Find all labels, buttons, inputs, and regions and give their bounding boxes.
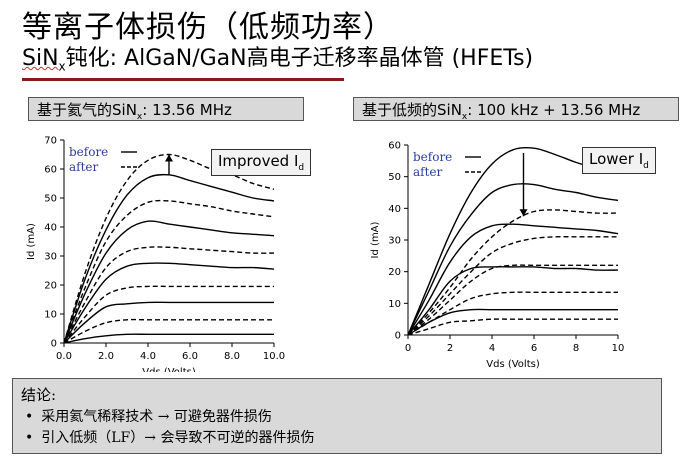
right-chart-series-after-curve-1 [407,236,618,336]
subtitle-sin: SiNx [22,46,66,74]
right-chart-x-tick-label: 2 [447,343,453,354]
left-chart-series-before-curve-2 [63,262,275,344]
left-chart-y-tick-label: 30 [44,252,57,263]
right-chart-annotation-arrowhead [519,209,528,217]
right-chart-y-axis-label: Id (mA) [370,221,381,258]
right-chart-series-before-curve-3 [407,266,619,336]
left-chart-series-before-curve-3 [63,301,274,344]
conclusion-heading: 结论: [21,386,57,404]
conclusion-bullet: 采用氦气稀释技术 → 可避免器件损伤 [39,407,653,428]
subtitle-sin-text: SiN [22,46,59,71]
right-panel-label: 基于低频的SiNx: 100 kHz + 13.56 MHz [353,97,679,122]
left-chart-x-tick-label: 4.0 [140,351,156,362]
callout-improved-id: Improved Id [211,149,312,176]
right-chart-y-tick-label: 20 [388,267,401,278]
right-chart-series-before-curve-4 [407,308,618,336]
chart-left: 0.0 2.0 4.0 6.0 8.0 10.0 0 10 20 30 40 50 60 70 Vds (V… [26,136,285,373]
right-chart-series-before-curve-2 [407,223,619,336]
conclusion-bullet: 引入低频（LF）→ 会导致不可逆的器件损伤 [39,428,653,449]
right-chart-x-tick-label: 6 [531,343,537,354]
left-chart-y-tick-label: 0 [51,339,57,350]
left-chart-x-tick-label: 2.0 [98,351,114,362]
left-chart-series-before-curve-1 [63,220,275,344]
left-chart-series-before-curve-0 [63,173,275,344]
left-chart-x-axis-label: Vds (Volts) [142,367,196,372]
callout-lower-id: Lower Id [582,147,656,174]
callout-right-text: Lower I [589,150,644,168]
left-chart-x-tick-label: 6.0 [182,351,198,362]
right-chart-x-tick-label: 0 [405,343,411,354]
left-chart-y-tick-label: 10 [44,310,57,321]
slide-title: 等离子体损伤（低频功率） [22,10,394,45]
right-chart-series-after-curve-3 [407,291,618,336]
conclusion-box: 结论: 采用氦气稀释技术 → 可避免器件损伤 引入低频（LF）→ 会导致不可逆的… [12,378,662,454]
subtitle-rest: 钝化: AlGaN/GaN高电子迁移率晶体管 (HFETs) [65,46,534,71]
right-chart-series-after-curve-2 [407,264,618,336]
right-chart-y-tick-label: 40 [388,204,401,215]
right-chart-legend-after-label: after [413,165,443,179]
left-chart-x-tick-label: 0.0 [56,351,72,362]
right-chart-legend-before-label: before [413,150,452,164]
left-chart-legend-after-label: after [69,160,99,174]
title-underline-rule [22,78,344,81]
right-label-post: : 100 kHz + 13.56 MHz [467,101,641,119]
left-panel-label: 基于氦气的SiNx: 13.56 MHz [28,97,304,122]
left-chart-series-after-curve-2 [63,246,275,344]
slide-subtitle: SiNx钝化: AlGaN/GaN高电子迁移率晶体管 (HFETs) [22,40,533,73]
callout-left-sub: d [298,163,305,173]
left-chart-series-after-curve-0 [63,153,275,344]
left-chart-series-after-curve-3 [63,285,275,344]
left-chart-y-axis-label: Id (mA) [26,223,37,260]
right-label-pre: 基于低频的SiN [362,101,462,119]
right-chart-y-tick-label: 60 [388,141,401,152]
conclusion-list: 采用氦气稀释技术 → 可避免器件损伤 引入低频（LF）→ 会导致不可逆的器件损伤 [21,407,653,449]
right-chart-x-axis-label: Vds (Volts) [486,359,540,370]
left-chart-y-tick-label: 50 [44,194,57,205]
left-chart-annotation-arrowhead [165,154,173,162]
left-chart-series-after-curve-1 [63,199,275,344]
right-chart-series-before-curve-1 [407,183,619,336]
right-chart-y-tick-label: 50 [388,172,401,183]
left-chart-y-tick-label: 20 [44,281,57,292]
right-chart-x-tick-label: 10 [612,343,625,354]
callout-right-sub: d [643,161,649,171]
right-chart-y-tick-label: 0 [395,331,401,342]
subtitle-sub-x: x [58,59,66,74]
left-chart-series-after-curve-4 [63,318,274,344]
left-label-sub: x [136,112,143,122]
left-label-post: : 13.56 MHz [142,101,232,119]
right-chart-y-tick-label: 10 [388,299,401,310]
left-chart-x-tick-label: 10.0 [263,351,285,362]
right-label-sub: x [461,112,468,122]
left-chart-legend-before-label: before [69,145,108,159]
callout-left-text: Improved I [218,152,299,170]
left-chart-y-tick-label: 40 [44,223,57,234]
left-label-pre: 基于氦气的SiN [37,101,137,119]
left-chart-series-before-curve-4 [63,333,274,344]
right-chart-series-after-curve-4 [407,318,618,336]
left-chart-x-tick-label: 8.0 [224,351,240,362]
right-chart-x-tick-label: 4 [489,343,495,354]
right-chart-y-tick-label: 30 [388,236,401,247]
chart-right: 0 2 4 6 8 10 0 10 20 30 40 50 60 Vds (Volts) Id (mA) be… [370,141,625,371]
right-chart-series-after-curve-0 [407,209,619,336]
left-chart-y-tick-label: 60 [44,165,57,176]
right-chart-x-tick-label: 8 [573,343,579,354]
left-chart-y-tick-label: 70 [44,136,57,147]
